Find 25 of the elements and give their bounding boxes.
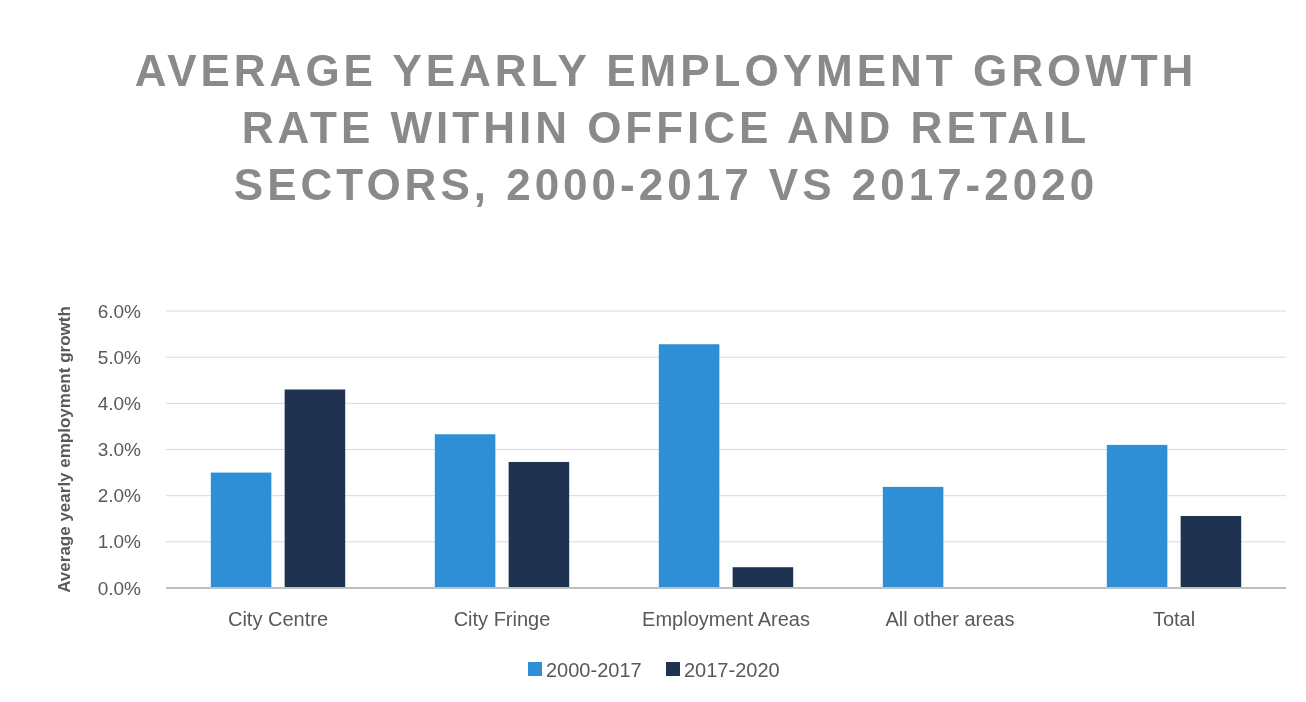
bar <box>1106 444 1168 588</box>
legend-label: 2000-2017 <box>546 659 642 681</box>
x-tick-label: Employment Areas <box>642 608 810 630</box>
bar <box>1180 515 1242 588</box>
bar <box>508 461 570 588</box>
y-tick-label: 5.0% <box>97 346 142 368</box>
bar <box>210 472 272 588</box>
bar <box>658 344 720 588</box>
y-tick-label: 0.0% <box>97 577 142 599</box>
chart-title: AVERAGE YEARLY EMPLOYMENT GROWTH RATE WITHIN OFFICE AND RETAIL SECTORS, 2000-2017 VS 2017-2020 <box>134 46 1198 209</box>
x-tick-label: City Fringe <box>453 608 551 630</box>
x-tick-label: All other areas <box>885 608 1015 630</box>
bar <box>732 567 794 588</box>
x-tick-label: Total <box>1152 608 1196 630</box>
x-tick-label: City Centre <box>227 608 329 630</box>
y-tick-label: 3.0% <box>97 439 142 461</box>
y-tick-label: 6.0% <box>97 300 142 322</box>
y-tick-label: 1.0% <box>97 531 142 553</box>
y-tick-label: 4.0% <box>97 392 142 414</box>
legend-label: 2017-2020 <box>684 659 780 681</box>
y-tick-label: 2.0% <box>97 485 142 507</box>
y-axis-title: Average yearly employment growth <box>55 306 74 593</box>
bar <box>434 434 496 588</box>
bar <box>882 486 944 588</box>
bar <box>284 389 346 588</box>
